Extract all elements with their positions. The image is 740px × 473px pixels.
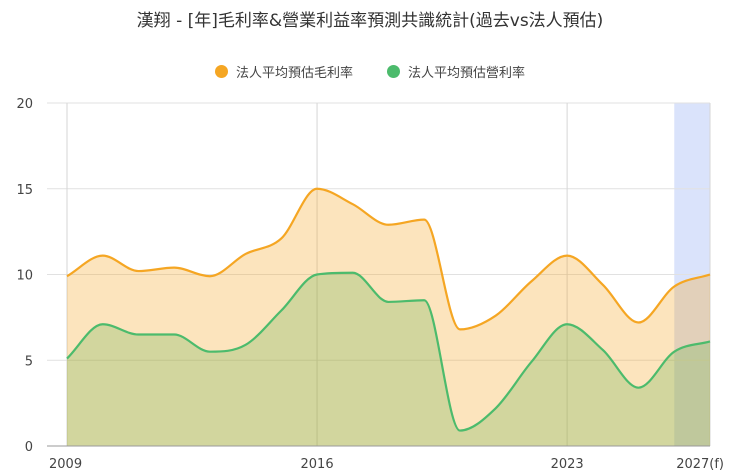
legend-dot-operating-margin <box>387 65 400 78</box>
y-tick-label: 20 <box>16 97 33 112</box>
y-tick-label: 5 <box>25 354 33 369</box>
x-tick-label: 2027(f) <box>676 457 724 472</box>
legend-dot-gross-margin <box>214 65 228 78</box>
y-tick-label: 0 <box>25 440 33 455</box>
x-tick-label: 2016 <box>301 457 334 472</box>
x-tick-label: 2009 <box>49 457 82 472</box>
line-operating-margin[interactable] <box>66 271 711 432</box>
legend-item-gross-margin[interactable]: 法人平均預估毛利率 <box>214 62 353 81</box>
area-gross-margin <box>67 188 710 446</box>
area-operating-margin <box>67 272 710 446</box>
legend-label-operating-margin: 法人平均預估營利率 <box>408 66 526 81</box>
legend-label-gross-margin: 法人平均預估毛利率 <box>235 66 353 81</box>
legend: 法人平均預估毛利率 法人平均預估營利率 <box>0 62 740 81</box>
legend-item-operating-margin[interactable]: 法人平均預估營利率 <box>387 62 525 81</box>
y-tick-label: 15 <box>16 183 33 198</box>
line-gross-margin[interactable] <box>66 187 711 331</box>
chart-title: 漢翔 - [年]毛利率&營業利益率預測共識統計(過去vs法人預估) <box>136 11 604 31</box>
x-tick-label: 2023 <box>551 457 584 472</box>
y-tick-label: 10 <box>16 269 33 284</box>
